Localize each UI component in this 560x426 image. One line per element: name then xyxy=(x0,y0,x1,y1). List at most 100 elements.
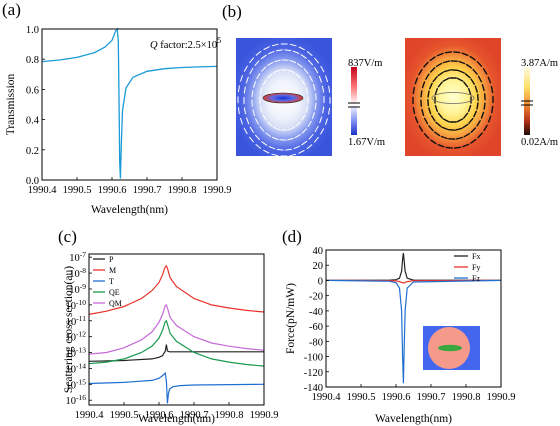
force-plot-frame xyxy=(325,249,502,388)
field-arrow xyxy=(447,128,456,131)
field-arrow xyxy=(305,105,309,113)
scattering-y-axis-label: Scattering cross section(au) xyxy=(63,266,75,393)
scattering-y-tick-label: 10-15 xyxy=(66,377,87,391)
field-arrow xyxy=(314,57,319,64)
field-arrow xyxy=(289,43,297,47)
force-x-tick-label: 1990.9 xyxy=(487,392,516,403)
field-arrow xyxy=(267,121,273,127)
field-arrow xyxy=(289,60,297,64)
field-arrow xyxy=(263,149,270,154)
q-factor-annotation: Q factor:2.5×105 xyxy=(150,36,221,51)
scattering-legend-label-m: M xyxy=(109,266,116,275)
electric-field-map: 837V/m 1.67V/m xyxy=(236,38,385,157)
field-arrow xyxy=(314,102,317,110)
field-arrow xyxy=(418,68,423,76)
field-arrow xyxy=(462,143,470,148)
field-arrow xyxy=(298,150,305,154)
field-arrow xyxy=(468,87,472,96)
field-arrow xyxy=(259,126,265,132)
scattering-curve-p xyxy=(88,344,264,362)
field-arrow xyxy=(328,107,331,115)
field-arrow xyxy=(243,127,248,135)
force-legend-label-fz: Fz xyxy=(472,274,480,283)
field-arrow xyxy=(464,73,471,79)
field-arrow xyxy=(320,65,325,73)
transmission-y-tick-label: 0.4 xyxy=(26,116,40,127)
field-arrow xyxy=(468,104,472,113)
field-arrow xyxy=(458,60,466,65)
transmission-x-tick-label: 1990.8 xyxy=(168,185,197,196)
force-curve-fy xyxy=(325,279,502,284)
field-arrow xyxy=(243,86,246,94)
scattering-x-tick-label: 1990.5 xyxy=(110,410,139,421)
field-arrow xyxy=(435,121,442,127)
field-arrow xyxy=(435,62,443,68)
scattering-y-tick-label: 10-12 xyxy=(66,330,87,344)
field-arrow xyxy=(285,148,292,151)
field-arrow xyxy=(421,81,426,89)
force-y-tick-label: -20 xyxy=(309,292,323,303)
field-arrow xyxy=(470,138,477,144)
transmission-y-tick-label: 0.8 xyxy=(26,55,39,66)
field-arrow xyxy=(319,116,323,124)
field-arrow xyxy=(237,107,240,115)
field-arrow xyxy=(261,141,268,146)
scattering-x-tick-label: 1990.7 xyxy=(180,410,209,421)
field-arrow xyxy=(481,83,485,92)
field-arrow xyxy=(470,78,476,85)
field-arrow xyxy=(474,85,478,93)
magnetic-field-max-label: 3.87A/m xyxy=(521,58,558,69)
scattering-legend-label-qm: QM xyxy=(109,299,122,308)
field-arrow xyxy=(445,146,453,149)
field-arrow xyxy=(320,128,325,135)
field-arrow xyxy=(246,117,250,125)
field-arrow xyxy=(255,144,262,149)
field-arrow xyxy=(461,52,469,56)
field-arrow xyxy=(300,54,307,59)
field-arrow xyxy=(423,117,429,125)
field-arrow xyxy=(432,76,438,83)
scattering-y-tick-label: 10-10 xyxy=(66,298,87,312)
force-x-tick-label: 1990.8 xyxy=(452,392,481,403)
field-arrow xyxy=(457,69,465,74)
field-arrow xyxy=(463,81,469,88)
field-arrow xyxy=(267,73,273,79)
field-arrow xyxy=(463,112,469,119)
scattering-y-tick-label: 10-14 xyxy=(66,361,87,375)
field-arrow xyxy=(418,125,424,132)
field-arrow xyxy=(252,109,255,117)
magnetic-field-particle-outline xyxy=(431,92,475,104)
field-arrow xyxy=(284,49,292,52)
q-factor-exponent: 5 xyxy=(217,36,221,45)
force-x-tick-label: 1990.7 xyxy=(417,392,446,403)
field-arrow xyxy=(254,60,260,66)
field-arrow xyxy=(268,50,275,55)
field-arrow xyxy=(292,50,300,54)
field-arrow xyxy=(428,125,434,132)
force-chart: 1990.4 1990.5 1990.6 1990.7 1990.8 1990.9 40 20… xyxy=(285,246,515,425)
field-arrow xyxy=(240,75,243,82)
field-arrow xyxy=(303,68,309,74)
field-arrow xyxy=(476,61,483,67)
field-arrow xyxy=(412,106,416,115)
field-arrow xyxy=(322,85,325,93)
field-arrow xyxy=(421,108,425,117)
field-arrow xyxy=(307,120,312,127)
field-arrow xyxy=(465,63,473,69)
force-legend-label-fy: Fy xyxy=(472,263,480,272)
field-arrow xyxy=(267,61,274,66)
field-arrow xyxy=(442,60,451,64)
scattering-y-tick-label: 10-13 xyxy=(66,346,87,360)
field-arrow xyxy=(477,75,483,83)
scattering-curve-t xyxy=(88,372,265,404)
field-arrow xyxy=(436,52,444,57)
transmission-plot-frame xyxy=(41,28,218,181)
scattering-y-tick-label: 10-9 xyxy=(69,282,86,296)
transmission-y-tick-label: 0.2 xyxy=(26,146,39,157)
field-arrow xyxy=(483,102,486,110)
field-arrow xyxy=(488,115,492,123)
field-arrow xyxy=(306,144,313,150)
electric-field-particle-outline xyxy=(262,92,304,104)
field-arrow xyxy=(429,82,433,90)
particle-inset-ellipse xyxy=(438,344,462,352)
